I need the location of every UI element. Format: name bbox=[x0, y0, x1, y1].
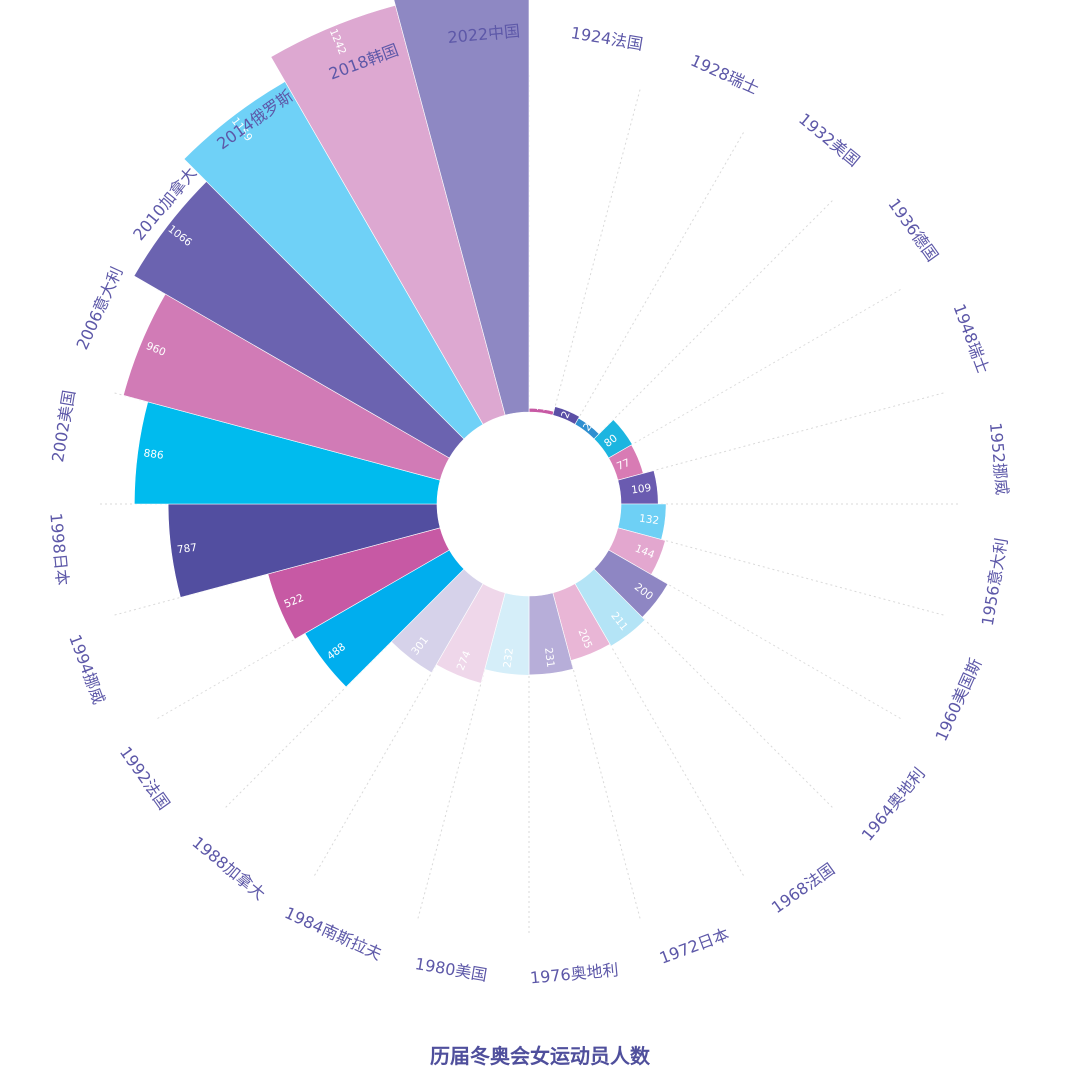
category-label: 2006意大利 bbox=[72, 264, 126, 353]
value-label: 787 bbox=[176, 542, 197, 557]
value-label: 132 bbox=[638, 513, 659, 528]
bar-2018韩国[interactable] bbox=[270, 4, 506, 425]
grid-line bbox=[574, 131, 745, 425]
category-label: 1948瑞士 bbox=[949, 301, 992, 376]
category-label: 1994挪威 bbox=[65, 632, 108, 707]
category-label: 1998日本 bbox=[46, 512, 72, 586]
category-label: 1980美国 bbox=[414, 954, 489, 985]
bar-2006意大利[interactable] bbox=[123, 293, 450, 481]
category-label: 1924法国 bbox=[569, 23, 644, 54]
category-label: 1952挪威 bbox=[986, 422, 1012, 496]
bar-2010加拿大[interactable] bbox=[133, 181, 465, 459]
value-label: 11 bbox=[535, 397, 549, 412]
category-label: 1928瑞士 bbox=[688, 51, 762, 98]
category-label: 1984南斯拉夫 bbox=[282, 903, 385, 964]
grid-line bbox=[593, 199, 834, 440]
category-label: 1972日本 bbox=[657, 924, 732, 967]
value-label: 231 bbox=[542, 647, 557, 668]
category-label: 1936德国 bbox=[884, 195, 942, 265]
category-label: 1988加拿大 bbox=[188, 833, 269, 904]
category-label: 1932美国 bbox=[795, 109, 863, 170]
category-label: 2002美国 bbox=[48, 389, 79, 464]
category-label: 1976奥地利 bbox=[529, 960, 619, 987]
value-label: 109 bbox=[631, 482, 652, 497]
bar-1928瑞士[interactable] bbox=[552, 406, 580, 425]
category-label: 1956意大利 bbox=[978, 537, 1011, 628]
bar-1968法国[interactable] bbox=[574, 568, 646, 647]
category-label: 1964奥地利 bbox=[858, 764, 929, 845]
category-label: 1992法国 bbox=[116, 743, 174, 813]
chart-title: 历届冬奥会女运动员人数 bbox=[430, 1044, 650, 1068]
bar-series bbox=[123, 0, 669, 688]
bar-2014俄罗斯[interactable] bbox=[183, 81, 484, 440]
grid-line bbox=[617, 392, 945, 481]
category-label: 1960美国斯 bbox=[931, 655, 985, 744]
value-label: 77 bbox=[615, 457, 632, 473]
value-label: 886 bbox=[143, 447, 165, 462]
grid-line bbox=[608, 288, 902, 459]
bar-2002美国[interactable] bbox=[134, 401, 441, 505]
grid-line bbox=[617, 527, 945, 616]
grid-line bbox=[552, 88, 641, 416]
value-label: 232 bbox=[501, 647, 516, 668]
value-label: 26 bbox=[559, 403, 575, 420]
bar-2022中国[interactable] bbox=[389, 0, 530, 416]
category-label: 1968法国 bbox=[768, 859, 838, 917]
bar-1936德国[interactable] bbox=[593, 419, 633, 459]
